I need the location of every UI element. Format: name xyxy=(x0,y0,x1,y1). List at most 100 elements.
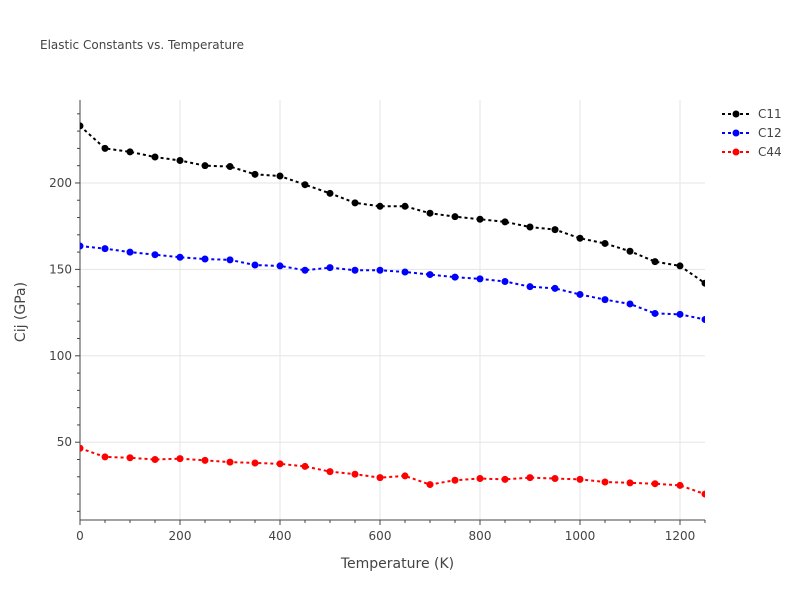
legend-marker-c44 xyxy=(732,148,740,156)
data-point-c11 xyxy=(626,247,634,255)
series-line-c11 xyxy=(80,125,705,285)
data-point-c12 xyxy=(351,266,359,274)
data-point-c12 xyxy=(326,264,334,272)
data-point-c44 xyxy=(501,475,509,483)
data-point-c11 xyxy=(126,148,134,156)
data-point-c12 xyxy=(376,266,384,274)
data-point-c12 xyxy=(301,266,309,274)
data-point-c11 xyxy=(601,239,609,247)
data-point-c12 xyxy=(551,284,559,292)
data-point-c11 xyxy=(201,162,209,170)
y-axis-title: Cij (GPa) xyxy=(13,282,29,342)
data-point-c44 xyxy=(476,475,484,483)
legend: C11 C12 C44 xyxy=(722,107,782,159)
data-point-c11 xyxy=(451,213,459,221)
data-point-c12 xyxy=(651,309,659,317)
data-point-c12 xyxy=(451,273,459,281)
data-point-c12 xyxy=(276,262,284,270)
data-point-c12 xyxy=(101,245,109,253)
x-minor-ticks xyxy=(79,520,706,525)
x-tick-label: 200 xyxy=(169,529,192,543)
data-point-c44 xyxy=(601,478,609,486)
data-point-c11 xyxy=(251,170,259,178)
legend-item-c11[interactable]: C11 xyxy=(722,107,782,121)
data-point-c44 xyxy=(526,474,534,482)
series-c44 xyxy=(80,444,705,498)
legend-item-c12[interactable]: C12 xyxy=(722,126,782,140)
data-point-c11 xyxy=(426,209,434,217)
x-tick-label: 0 xyxy=(76,529,84,543)
data-point-c11 xyxy=(276,172,284,180)
series-line-c44 xyxy=(80,447,705,496)
x-axis-title: Temperature (K) xyxy=(340,556,454,572)
data-point-c11 xyxy=(101,144,109,152)
data-point-c12 xyxy=(676,310,684,318)
data-point-c44 xyxy=(80,444,84,452)
legend-label-c44: C44 xyxy=(758,145,782,159)
chart-title: Elastic Constants vs. Temperature xyxy=(40,38,244,52)
data-point-c11 xyxy=(676,262,684,270)
data-point-c44 xyxy=(551,475,559,483)
y-tick-label: 150 xyxy=(49,262,72,276)
data-point-c11 xyxy=(701,279,705,287)
data-point-c12 xyxy=(501,277,509,285)
data-point-c11 xyxy=(176,156,184,164)
data-point-c11 xyxy=(551,226,559,234)
data-point-c11 xyxy=(576,234,584,242)
data-point-c11 xyxy=(351,199,359,207)
data-point-c44 xyxy=(376,474,384,482)
data-point-c12 xyxy=(526,283,534,291)
data-point-c44 xyxy=(351,470,359,478)
data-point-c11 xyxy=(651,258,659,266)
data-point-c12 xyxy=(476,275,484,283)
data-point-c44 xyxy=(151,456,159,464)
data-point-c12 xyxy=(626,300,634,308)
grid-lines xyxy=(80,100,705,520)
data-point-c44 xyxy=(201,456,209,464)
data-point-c11 xyxy=(226,163,234,171)
legend-marker-c11 xyxy=(732,110,740,118)
data-point-c44 xyxy=(651,480,659,488)
data-point-c12 xyxy=(126,248,134,256)
data-point-c12 xyxy=(251,261,259,269)
data-point-c11 xyxy=(301,181,309,189)
x-tick-label: 600 xyxy=(369,529,392,543)
data-point-c44 xyxy=(276,460,284,468)
data-point-c44 xyxy=(626,479,634,487)
data-point-c11 xyxy=(476,215,484,223)
legend-item-c44[interactable]: C44 xyxy=(722,145,782,159)
legend-label-c12: C12 xyxy=(758,126,782,140)
data-point-c44 xyxy=(126,454,134,462)
series-line-c12 xyxy=(80,245,705,321)
data-point-c11 xyxy=(501,218,509,226)
data-point-c11 xyxy=(526,223,534,231)
y-minor-ticks xyxy=(75,113,80,512)
data-point-c44 xyxy=(326,468,334,476)
y-tick-label: 100 xyxy=(49,349,72,363)
data-point-c44 xyxy=(301,462,309,470)
data-point-c44 xyxy=(701,490,705,498)
data-point-c44 xyxy=(176,455,184,463)
data-point-c44 xyxy=(576,475,584,483)
y-tick-label: 50 xyxy=(57,435,72,449)
data-point-c12 xyxy=(601,296,609,304)
series-c11 xyxy=(80,122,705,287)
x-tick-label: 1200 xyxy=(665,529,696,543)
data-point-c12 xyxy=(426,271,434,279)
data-point-c11 xyxy=(401,202,409,210)
x-tick-label: 800 xyxy=(469,529,492,543)
data-point-c11 xyxy=(326,189,334,197)
data-point-c44 xyxy=(451,476,459,484)
x-tick-label: 1000 xyxy=(565,529,596,543)
data-point-c44 xyxy=(251,459,259,467)
data-point-c12 xyxy=(176,253,184,261)
data-point-c12 xyxy=(226,256,234,264)
data-point-c44 xyxy=(676,481,684,489)
data-point-c44 xyxy=(101,453,109,461)
y-tick-label: 200 xyxy=(49,176,72,190)
data-point-c12 xyxy=(576,290,584,298)
legend-marker-c12 xyxy=(732,129,740,137)
data-point-c11 xyxy=(376,202,384,210)
legend-label-c11: C11 xyxy=(758,107,782,121)
